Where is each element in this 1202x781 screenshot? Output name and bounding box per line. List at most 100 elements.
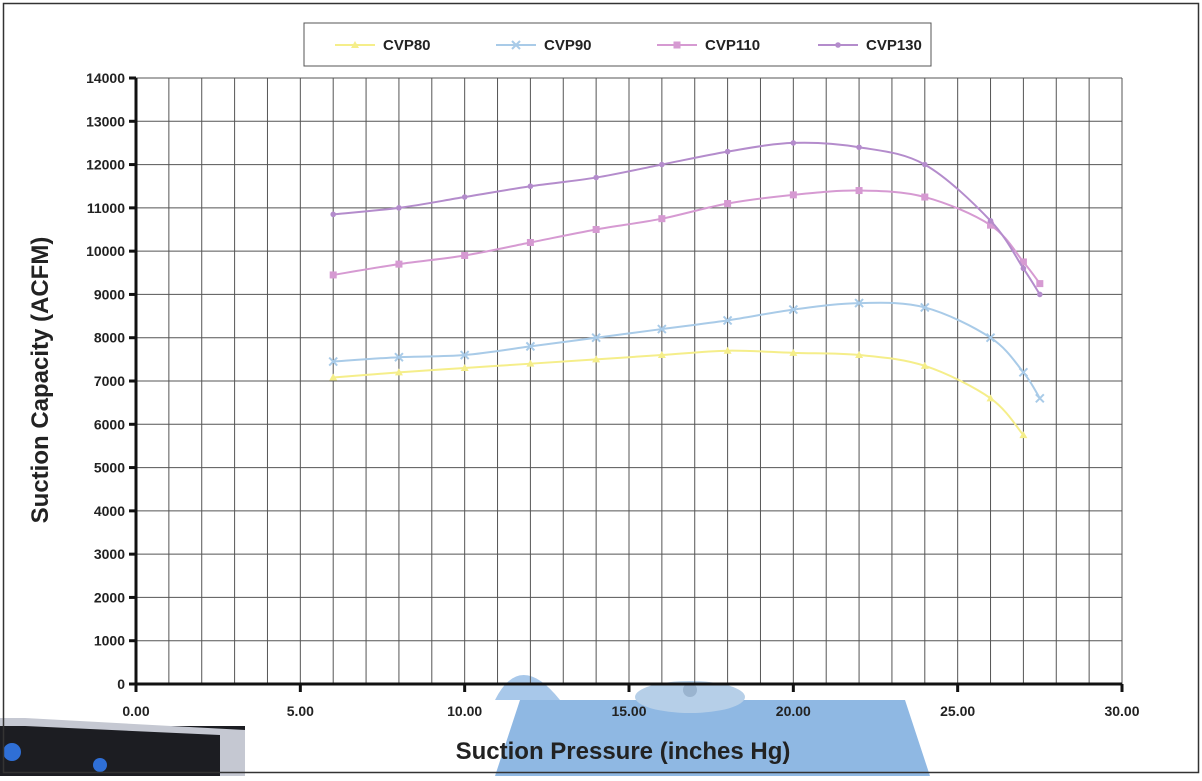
data-point (987, 218, 994, 224)
data-point (789, 191, 797, 199)
data-point (657, 351, 666, 359)
x-axis-title: Suction Pressure (inches Hg) (456, 738, 791, 765)
data-point (921, 193, 929, 201)
series-line (333, 301, 1041, 399)
data-point (986, 394, 995, 402)
y-tick-label: 0 (117, 676, 125, 692)
data-point (459, 350, 470, 360)
data-point (593, 174, 599, 181)
data-point-stroke (459, 350, 470, 360)
data-point (856, 144, 862, 151)
data-point (855, 187, 863, 195)
series-group (328, 140, 1045, 439)
y-tick-label: 1000 (94, 633, 125, 649)
data-point (460, 364, 469, 372)
data-point (987, 221, 995, 229)
legend: CVP80 CVP90 CVP110 CVP130 (303, 22, 932, 67)
y-tick-label: 8000 (94, 330, 125, 346)
x-tick-label: 30.00 (1104, 703, 1139, 719)
data-point-stroke (657, 324, 667, 334)
data-point (835, 42, 841, 48)
legend-item-cvp80: CVP80 (335, 37, 431, 54)
data-point (526, 359, 535, 367)
data-point (511, 40, 521, 50)
data-point (724, 148, 731, 155)
data-point (658, 215, 666, 223)
data-point-stroke (1018, 367, 1029, 378)
data-point (461, 194, 468, 200)
y-tick-label: 2000 (94, 589, 125, 605)
legend-label: CVP130 (866, 37, 922, 54)
data-point-stroke (591, 333, 601, 343)
data-point (396, 205, 402, 211)
data-point (920, 302, 930, 313)
data-point (330, 211, 337, 218)
series-cvp110 (329, 187, 1044, 288)
data-point (790, 140, 797, 146)
x-tick-label: 5.00 (287, 703, 314, 719)
data-point (855, 351, 864, 359)
data-point (1035, 393, 1045, 404)
data-point-stroke (511, 40, 521, 50)
data-point (527, 183, 534, 190)
data-point-stroke (394, 352, 404, 362)
data-point (591, 333, 601, 343)
data-point-stroke (328, 356, 338, 367)
legend-label: CVP80 (383, 37, 431, 54)
data-point (659, 161, 665, 168)
series-cvp130 (330, 140, 1043, 298)
x-tick-label: 10.00 (447, 703, 482, 719)
data-point (394, 352, 404, 362)
data-point (329, 373, 338, 381)
legend-label: CVP90 (544, 37, 592, 54)
data-point-stroke (722, 315, 733, 326)
x-axis-ticks: 0.00 5.00 10.00 15.00 20.00 25.00 30.00 (122, 684, 1140, 719)
data-point (351, 41, 359, 48)
y-tick-label: 7000 (94, 373, 125, 389)
data-point (1020, 265, 1027, 272)
data-point (526, 238, 534, 246)
y-tick-label: 4000 (94, 503, 125, 519)
series-line (333, 189, 1041, 285)
y-tick-label: 6000 (94, 416, 125, 432)
data-point (329, 271, 337, 279)
legend-item-cvp90: CVP90 (496, 37, 592, 54)
data-point (592, 355, 601, 363)
data-point (789, 348, 798, 356)
data-point (920, 361, 929, 369)
data-point (1019, 431, 1028, 439)
data-point (1018, 367, 1029, 378)
y-axis-title: Suction Capacity (ACFM) (27, 237, 54, 524)
data-point (461, 251, 469, 259)
y-tick-label: 10000 (86, 243, 125, 259)
data-point-stroke (788, 304, 799, 315)
x-tick-label: 25.00 (940, 703, 975, 719)
x-tick-label: 15.00 (611, 703, 646, 719)
legend-label: CVP110 (705, 37, 760, 54)
y-tick-label: 9000 (94, 286, 125, 302)
data-point (922, 161, 928, 168)
data-point (1037, 291, 1043, 298)
data-point (673, 41, 681, 49)
data-point (592, 226, 600, 233)
x-tick-label: 0.00 (122, 703, 149, 719)
series-line (333, 141, 1041, 295)
series-line (333, 349, 1025, 436)
x-tick-label: 20.00 (776, 703, 811, 719)
data-point (788, 304, 799, 315)
data-point (723, 346, 732, 354)
data-point (854, 298, 864, 308)
data-point (1019, 258, 1027, 266)
data-point (394, 368, 403, 376)
data-point-stroke (985, 333, 996, 343)
legend-item-cvp110: CVP110 (657, 37, 760, 54)
y-tick-label: 14000 (86, 70, 125, 86)
data-point-stroke (1035, 393, 1045, 404)
series-cvp90 (328, 298, 1045, 404)
data-point (724, 200, 732, 208)
data-point (985, 333, 996, 343)
legend-item-cvp130: CVP130 (818, 37, 922, 54)
